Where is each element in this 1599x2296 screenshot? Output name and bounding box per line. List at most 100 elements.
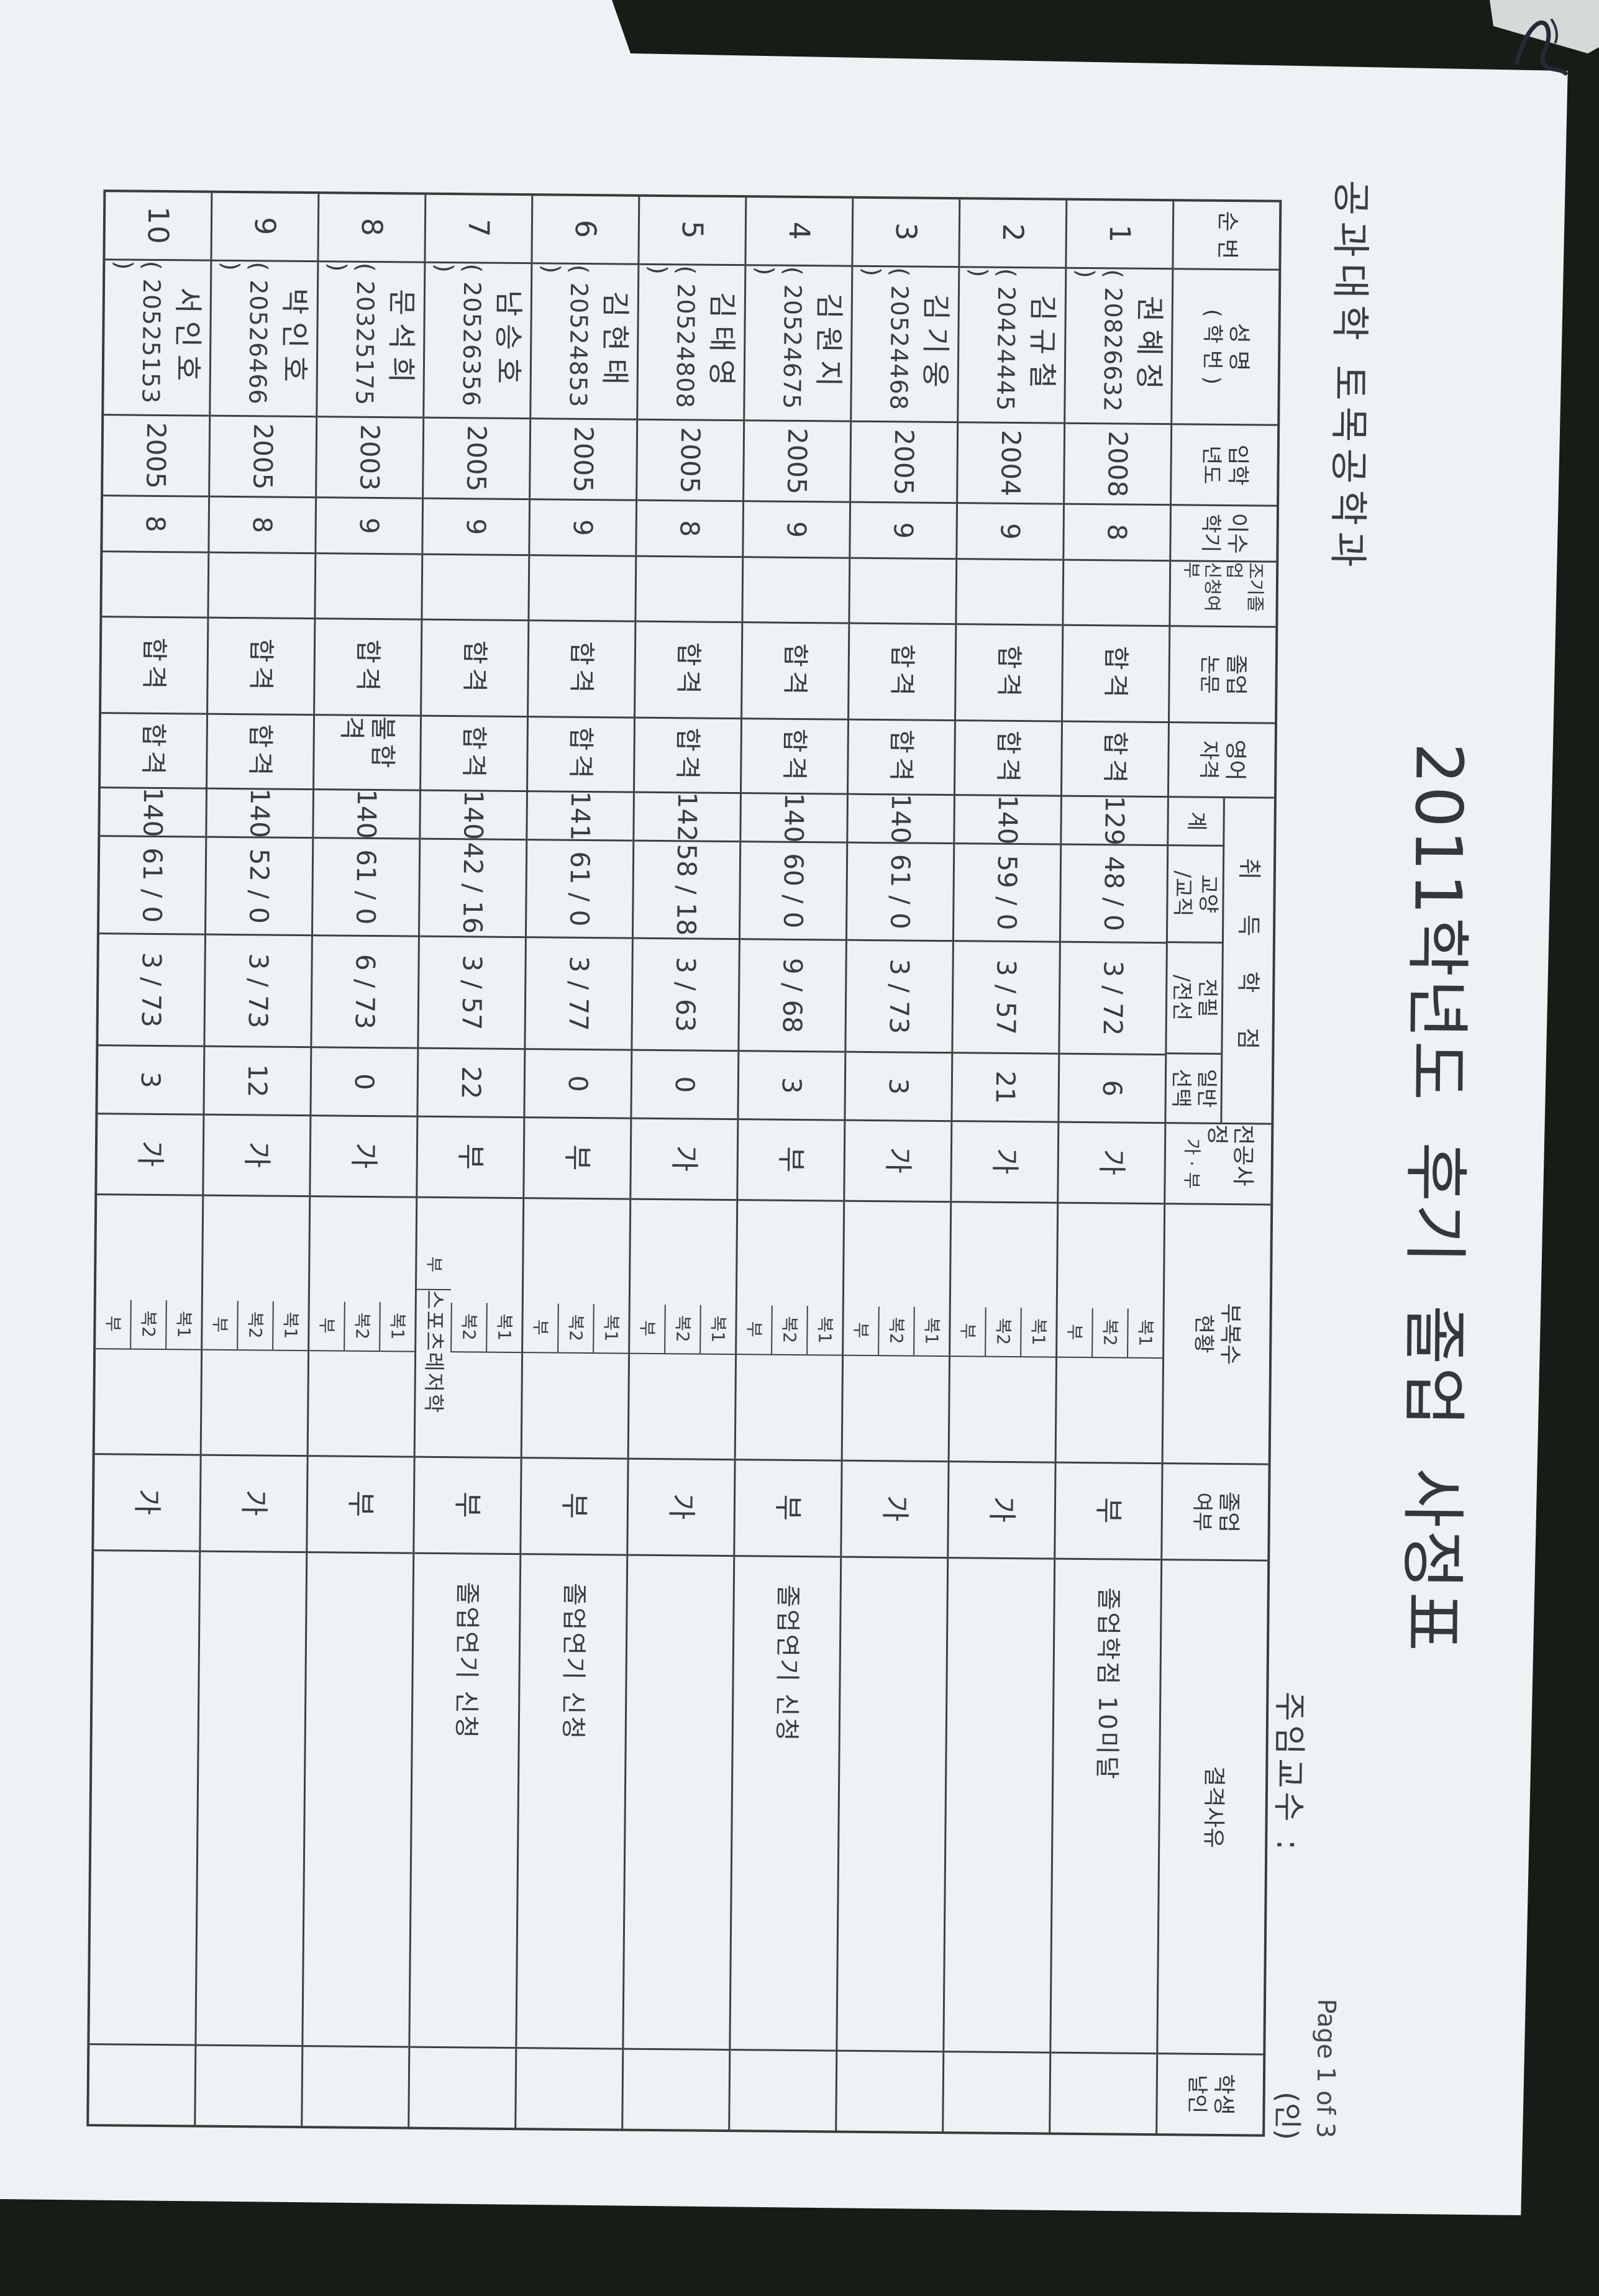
student-id: ( 20526466 ) xyxy=(217,261,273,405)
header-label: 전필 xyxy=(1194,978,1220,1018)
cell-value: 61 / 0 xyxy=(350,849,382,925)
minor-value: 스포츠레저학 xyxy=(420,1290,447,1414)
minor-sublabel: 복2 xyxy=(665,1304,700,1355)
cell-elective: 0 xyxy=(525,1050,631,1119)
cell-value: 9 xyxy=(353,517,385,534)
minor-subrow: 복1 xyxy=(913,1306,949,1357)
cell-value: 3 xyxy=(135,1071,166,1088)
minor-subrow: 부 xyxy=(844,1306,878,1356)
minor-sublabel: 복2 xyxy=(238,1300,273,1351)
student-name: 김원지 xyxy=(812,293,847,394)
cell-name: 서인호( 20525153 ) xyxy=(104,260,211,417)
cell-name: 권혜정( 20826632 ) xyxy=(1065,268,1172,426)
cell-major_assess: 가 xyxy=(204,1115,310,1198)
cell-english: 불합격 xyxy=(314,716,421,791)
cell-value: 가 xyxy=(130,1488,164,1517)
cell-value: 합격 xyxy=(673,642,704,698)
cell-minor: 복1 복2 부 xyxy=(842,1201,950,1463)
cell-value: 61 / 0 xyxy=(564,851,596,927)
minor-sublabel: 부 xyxy=(844,1306,878,1356)
disqualification-text: 졸업연기 신청 xyxy=(558,1582,588,1741)
cell-total: 141 xyxy=(527,792,633,842)
cell-minor: 복1 복2 부 xyxy=(629,1200,737,1461)
cell-value: 2003 xyxy=(354,424,386,491)
cell-elective: 3 xyxy=(845,1052,952,1123)
cell-admission_year: 2003 xyxy=(317,417,423,499)
cell-graduation: 부 xyxy=(1055,1463,1162,1561)
cell-value: 가 xyxy=(878,1495,912,1523)
cell-name: 남승호( 20526356 ) xyxy=(424,263,531,420)
cell-value: 140 xyxy=(351,790,383,839)
minor-subrow: 부 xyxy=(309,1301,344,1352)
cell-value: 부 xyxy=(450,1491,485,1519)
minor-subrow: 복1 xyxy=(806,1305,842,1356)
minor-subrow: 복1 xyxy=(1127,1308,1163,1359)
cell-value: 합격 xyxy=(886,729,918,785)
cell-value: 140 xyxy=(778,794,810,843)
cell-value: 부 xyxy=(774,1146,808,1174)
cell-value: 9 xyxy=(567,519,599,536)
header-cell-semesters: 이수 학기 xyxy=(1171,506,1277,563)
cell-disqualification: 졸업연기 신청 xyxy=(517,1555,627,2050)
cell-semesters: 9 xyxy=(316,498,422,555)
cell-major_req: 3 / 73 xyxy=(98,934,204,1047)
cell-admission_year: 2005 xyxy=(210,416,316,499)
cell-major_assess: 가 xyxy=(311,1116,417,1198)
student-id: ( 20524808 ) xyxy=(644,265,700,409)
cell-english: 합격 xyxy=(741,719,848,795)
cell-elective: 3 xyxy=(98,1046,204,1116)
cell-value: 부 xyxy=(1091,1496,1126,1525)
cell-value: 6 / 73 xyxy=(349,954,381,1030)
cell-elective: 6 xyxy=(1059,1054,1165,1124)
header-label: 년도 xyxy=(1198,445,1224,485)
cell-english: 합격 xyxy=(1062,722,1168,798)
cell-major_req: 3 / 73 xyxy=(205,935,311,1049)
header-label: 결격사유 xyxy=(1200,1765,1227,1849)
minor-subrow: 복2 xyxy=(664,1304,700,1355)
cell-english: 합격 xyxy=(955,721,1061,797)
cell-value: 합격 xyxy=(886,644,918,700)
cell-semesters: 9 xyxy=(850,503,957,560)
minor-subrow: 부 xyxy=(630,1304,665,1354)
cell-early_grad xyxy=(743,558,849,624)
cell-semesters: 9 xyxy=(530,500,636,557)
cell-value: 3 / 73 xyxy=(135,952,167,1028)
cell-value: 3 / 57 xyxy=(456,955,488,1031)
disqualification-text: 졸업학점 10미달 xyxy=(1092,1587,1123,1781)
cell-english: 합격 xyxy=(207,714,314,791)
cell-total: 129 xyxy=(1062,796,1167,847)
minor-subrow: 복1 xyxy=(165,1300,201,1351)
cell-value: 합격 xyxy=(1100,731,1131,787)
header-label: 영어 xyxy=(1221,739,1248,781)
cell-graduation: 부 xyxy=(521,1459,627,1556)
student-name: 김규철 xyxy=(1026,294,1060,396)
disqualification-text: 졸업연기 신청 xyxy=(451,1582,481,1741)
cell-no: 2 xyxy=(960,199,1066,269)
header-cell-minor: 부복수 현황 xyxy=(1163,1205,1271,1465)
cell-minor: 복1 복2 부 스포츠레저학 xyxy=(415,1198,523,1459)
header-label: 교양 xyxy=(1195,874,1221,914)
cell-thesis: 합격 xyxy=(315,619,421,717)
cell-graduation: 가 xyxy=(628,1459,734,1557)
minor-subrow: 복1 xyxy=(486,1303,522,1353)
header-cell-liberal: 교양/교직 xyxy=(1167,845,1223,944)
cell-value: 0 xyxy=(563,1075,594,1092)
cell-value: 2005 xyxy=(568,426,599,493)
cell-major_req: 3 / 72 xyxy=(1060,942,1166,1056)
cell-no: 9 xyxy=(212,193,318,263)
cell-value: 142 xyxy=(672,793,703,842)
cell-liberal: 61 / 0 xyxy=(99,837,206,936)
cell-disqualification xyxy=(196,1552,306,2048)
minor-subrow: 부 xyxy=(950,1306,985,1357)
header-cell-no: 순 번 xyxy=(1173,201,1280,271)
cell-student_seal xyxy=(516,2049,622,2128)
cell-liberal: 61 / 0 xyxy=(526,840,633,939)
minor-sublabel: 부 xyxy=(416,1240,452,1290)
table-data-row: 5 김태영( 20524808 ) 2005 8 합격 합격 142 58 / 18 3 / 6… xyxy=(621,196,745,2130)
minor-subrow: 복2 xyxy=(878,1306,914,1357)
cell-semesters: 9 xyxy=(423,499,529,557)
cell-value: 합격 xyxy=(993,645,1025,701)
cell-value: 2005 xyxy=(247,423,279,490)
